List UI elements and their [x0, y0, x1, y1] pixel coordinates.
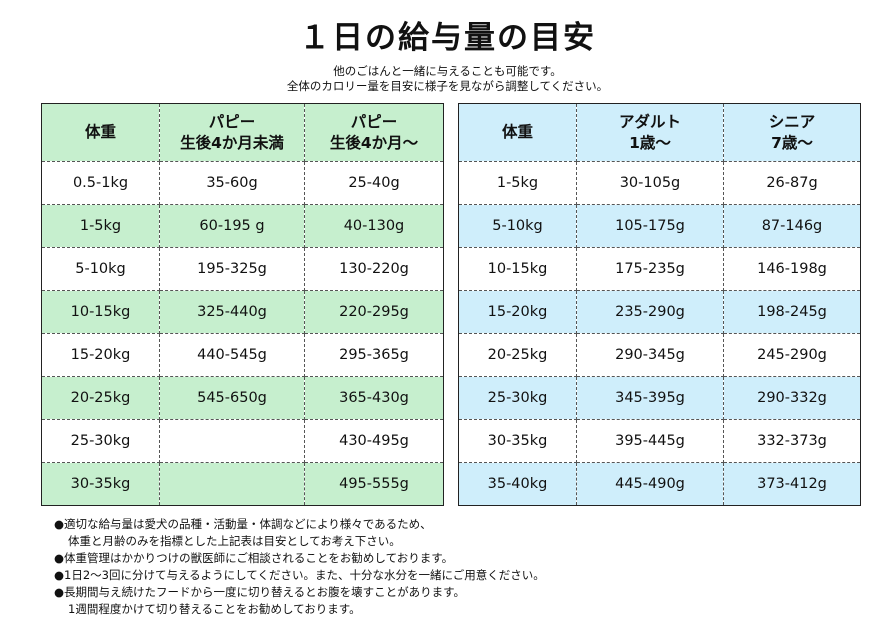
amount-cell — [159, 419, 305, 463]
amount-cell — [159, 462, 305, 506]
weight-cell: 35-40kg — [458, 462, 577, 506]
amount-cell: 545-650g — [159, 376, 305, 420]
header-line-2: 7歳～ — [771, 133, 813, 152]
weight-cell: 15-20kg — [41, 333, 160, 377]
amount-cell: 198-245g — [723, 290, 861, 334]
amount-cell: 26-87g — [723, 161, 861, 205]
amount-cell: 345-395g — [576, 376, 724, 420]
amount-cell: 146-198g — [723, 247, 861, 291]
amount-cell: 245-290g — [723, 333, 861, 377]
weight-cell: 1-5kg — [458, 161, 577, 205]
header-line-1: アダルト — [618, 112, 681, 131]
table-row: 15-20kg 440-545g 295-365g — [41, 333, 444, 377]
amount-cell: 332-373g — [723, 419, 861, 463]
subtitle-line-2: 全体のカロリー量を目安に様子を見ながら調整してください。 — [286, 79, 609, 93]
header-adult: アダルト 1歳～ — [576, 103, 724, 162]
header-line-2: 生後4か月未満 — [180, 133, 284, 152]
weight-cell: 30-35kg — [458, 419, 577, 463]
weight-cell: 10-15kg — [41, 290, 160, 334]
amount-cell: 395-445g — [576, 419, 724, 463]
amount-cell: 290-332g — [723, 376, 861, 420]
header-line-1: パピー — [208, 112, 256, 131]
adult-senior-feeding-table: 体重 アダルト 1歳～ シニア 7歳～ 1-5kg 30-105g 26-87g 5-1… — [458, 103, 861, 506]
amount-cell: 440-545g — [159, 333, 305, 377]
amount-cell: 220-295g — [304, 290, 444, 334]
amount-cell: 430-495g — [304, 419, 444, 463]
note-item: ●長期間与え続けたフードから一度に切り替えるとお腹を壊すことがあります。 — [54, 585, 466, 599]
header-senior: シニア 7歳～ — [723, 103, 861, 162]
amount-cell: 445-490g — [576, 462, 724, 506]
weight-cell: 15-20kg — [458, 290, 577, 334]
note-continuation: 体重と月齢のみを指標とした上記表は目安としてお考え下さい。 — [68, 534, 401, 548]
note-continuation: 1週間程度かけて切り替えることをお勧めしております。 — [68, 602, 361, 616]
weight-cell: 5-10kg — [458, 204, 577, 248]
weight-cell: 25-30kg — [458, 376, 577, 420]
header-line-1: シニア — [768, 112, 816, 131]
weight-cell: 20-25kg — [41, 376, 160, 420]
table-row: 10-15kg 175-235g 146-198g — [458, 247, 861, 291]
table-row: 35-40kg 445-490g 373-412g — [458, 462, 861, 506]
weight-cell: 1-5kg — [41, 204, 160, 248]
header-weight-label: 体重 — [501, 123, 533, 141]
amount-cell: 175-235g — [576, 247, 724, 291]
header-weight: 体重 — [41, 103, 160, 162]
amount-cell: 373-412g — [723, 462, 861, 506]
table-row: 5-10kg 195-325g 130-220g — [41, 247, 444, 291]
puppy-feeding-table: 体重 パピー 生後4か月未満 パピー 生後4か月～ 0.5-1kg 35-60g 25-… — [41, 103, 444, 506]
table-row: 20-25kg 290-345g 245-290g — [458, 333, 861, 377]
weight-cell: 10-15kg — [458, 247, 577, 291]
amount-cell: 87-146g — [723, 204, 861, 248]
header-puppy-4m-plus: パピー生後4か月～ — [304, 103, 444, 162]
table-row: 30-35kg 495-555g — [41, 462, 444, 506]
table-row: 10-15kg 325-440g 220-295g — [41, 290, 444, 334]
amount-cell: 25-40g — [304, 161, 444, 205]
weight-cell: 25-30kg — [41, 419, 160, 463]
table-row: 25-30kg 345-395g 290-332g — [458, 376, 861, 420]
header-line-2: 1歳～ — [629, 133, 671, 152]
note-item: ●体重管理はかかりつけの獣医師にご相談されることをお勧めしております。 — [54, 551, 454, 565]
note-item: ●適切な給与量は愛犬の品種・活動量・体調などにより様々であるため、 — [54, 517, 432, 531]
table-row: 30-35kg 395-445g 332-373g — [458, 419, 861, 463]
amount-cell: 30-105g — [576, 161, 724, 205]
amount-cell: 290-345g — [576, 333, 724, 377]
amount-cell: 495-555g — [304, 462, 444, 506]
header-puppy-under-4m: パピー生後4か月未満 — [159, 103, 305, 162]
header-line-1: パピー — [350, 112, 398, 131]
amount-cell: 195-325g — [159, 247, 305, 291]
note-item: ●1日2～3回に分けて与えるようにしてください。また、十分な水分を一緒にご用意く… — [54, 568, 545, 582]
amount-cell: 325-440g — [159, 290, 305, 334]
subtitle-line-1: 他のごはんと一緒に与えることも可能です。 — [333, 64, 562, 78]
weight-cell: 5-10kg — [41, 247, 160, 291]
amount-cell: 295-365g — [304, 333, 444, 377]
table-row: 1-5kg 30-105g 26-87g — [458, 161, 861, 205]
header-line-2: 生後4か月～ — [329, 133, 419, 152]
weight-cell: 20-25kg — [458, 333, 577, 377]
amount-cell: 235-290g — [576, 290, 724, 334]
amount-cell: 60-195 g — [159, 204, 305, 248]
amount-cell: 130-220g — [304, 247, 444, 291]
table-row: 20-25kg 545-650g 365-430g — [41, 376, 444, 420]
table-row: 5-10kg 105-175g 87-146g — [458, 204, 861, 248]
table-row: 25-30kg 430-495g — [41, 419, 444, 463]
table-header-row: 体重 パピー生後4か月未満 パピー生後4か月～ — [41, 103, 444, 162]
weight-cell: 30-35kg — [41, 462, 160, 506]
table-row: 15-20kg 235-290g 198-245g — [458, 290, 861, 334]
amount-cell: 105-175g — [576, 204, 724, 248]
amount-cell: 35-60g — [159, 161, 305, 205]
table-row: 1-5kg 60-195 g 40-130g — [41, 204, 444, 248]
amount-cell: 40-130g — [304, 204, 444, 248]
notes-list: ●適切な給与量は愛犬の品種・活動量・体調などにより様々であるため、 体重と月齢の… — [54, 516, 874, 618]
table-row: 0.5-1kg 35-60g 25-40g — [41, 161, 444, 205]
header-weight-label: 体重 — [84, 123, 116, 141]
table-header-row: 体重 アダルト 1歳～ シニア 7歳～ — [458, 103, 861, 162]
amount-cell: 365-430g — [304, 376, 444, 420]
subtitle: 他のごはんと一緒に与えることも可能です。 全体のカロリー量を目安に様子を見ながら… — [0, 64, 895, 94]
page-title: １日の給与量の目安 — [299, 20, 596, 56]
weight-cell: 0.5-1kg — [41, 161, 160, 205]
header-weight: 体重 — [458, 103, 577, 162]
